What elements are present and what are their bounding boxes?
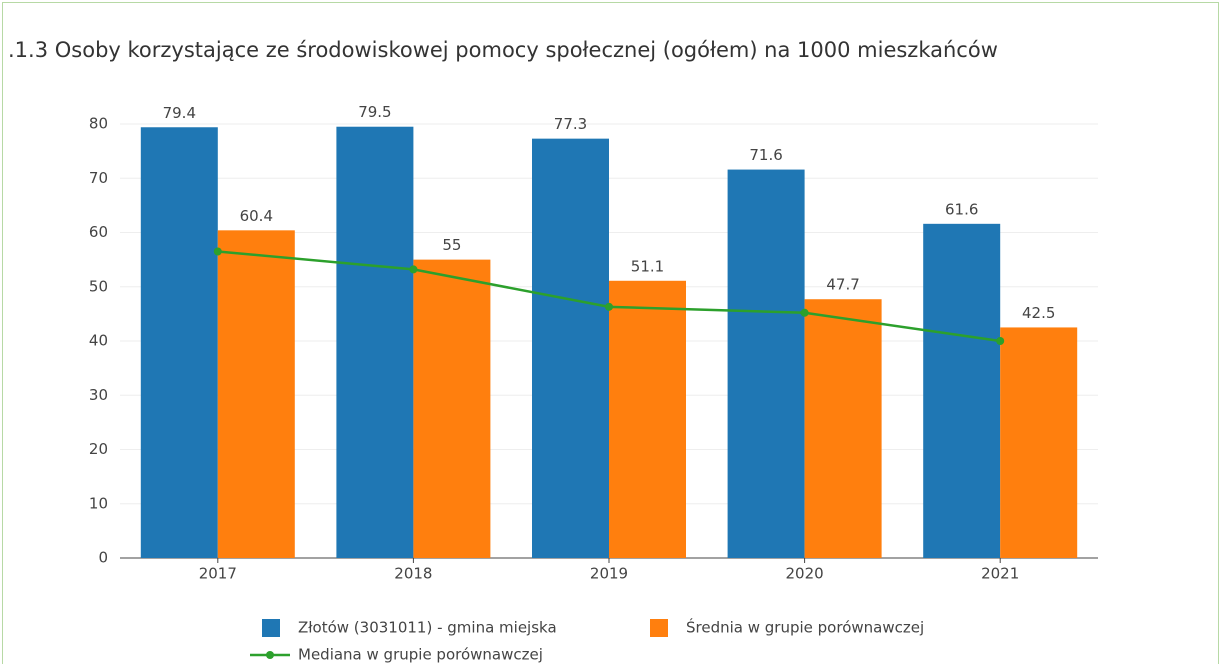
- bar: [413, 259, 491, 558]
- y-tick-label: 50: [89, 277, 108, 295]
- legend-swatch: [650, 619, 668, 637]
- y-tick-label: 0: [98, 549, 108, 567]
- value-label: 61.6: [945, 200, 978, 218]
- bar: [923, 223, 1001, 558]
- y-tick-label: 70: [89, 169, 108, 187]
- chart-title: .1.3 Osoby korzystające ze środowiskowej…: [8, 38, 998, 62]
- legend-marker: [266, 651, 274, 659]
- x-tick-label: 2018: [394, 565, 432, 583]
- x-tick-label: 2019: [590, 565, 628, 583]
- value-label: 42.5: [1022, 304, 1055, 322]
- line-marker: [800, 308, 809, 317]
- y-tick-label: 20: [89, 440, 108, 458]
- bar: [1000, 327, 1078, 558]
- value-label: 71.6: [749, 146, 782, 164]
- line-marker: [213, 247, 222, 256]
- value-label: 51.1: [631, 257, 664, 275]
- line-marker: [409, 265, 418, 274]
- legend-label: Złotów (3031011) - gmina miejska: [298, 619, 557, 637]
- legend-label: Mediana w grupie porównawczej: [298, 646, 543, 664]
- bar: [217, 230, 295, 558]
- line-marker: [605, 302, 613, 311]
- y-tick-label: 10: [89, 494, 108, 512]
- x-tick-label: 2017: [199, 565, 237, 583]
- bar: [532, 138, 609, 558]
- bar: [727, 169, 805, 558]
- legend-label: Średnia w grupie porównawczej: [686, 618, 924, 637]
- value-label: 77.3: [554, 115, 587, 133]
- y-tick-label: 30: [89, 386, 108, 404]
- bar: [609, 280, 686, 558]
- bar: [140, 127, 218, 558]
- value-label: 79.5: [358, 103, 391, 121]
- x-tick-label: 2020: [786, 565, 824, 583]
- bar: [804, 299, 882, 558]
- value-label: 47.7: [826, 276, 859, 294]
- y-tick-label: 80: [89, 115, 108, 133]
- line-marker: [996, 337, 1005, 345]
- value-label: 60.4: [240, 207, 273, 225]
- legend-swatch: [262, 619, 280, 637]
- value-label: 79.4: [163, 104, 196, 122]
- y-tick-label: 60: [89, 223, 108, 241]
- value-label: 55: [442, 236, 461, 254]
- x-tick-label: 2021: [981, 565, 1019, 583]
- y-tick-label: 40: [89, 332, 108, 350]
- bar: [336, 126, 414, 559]
